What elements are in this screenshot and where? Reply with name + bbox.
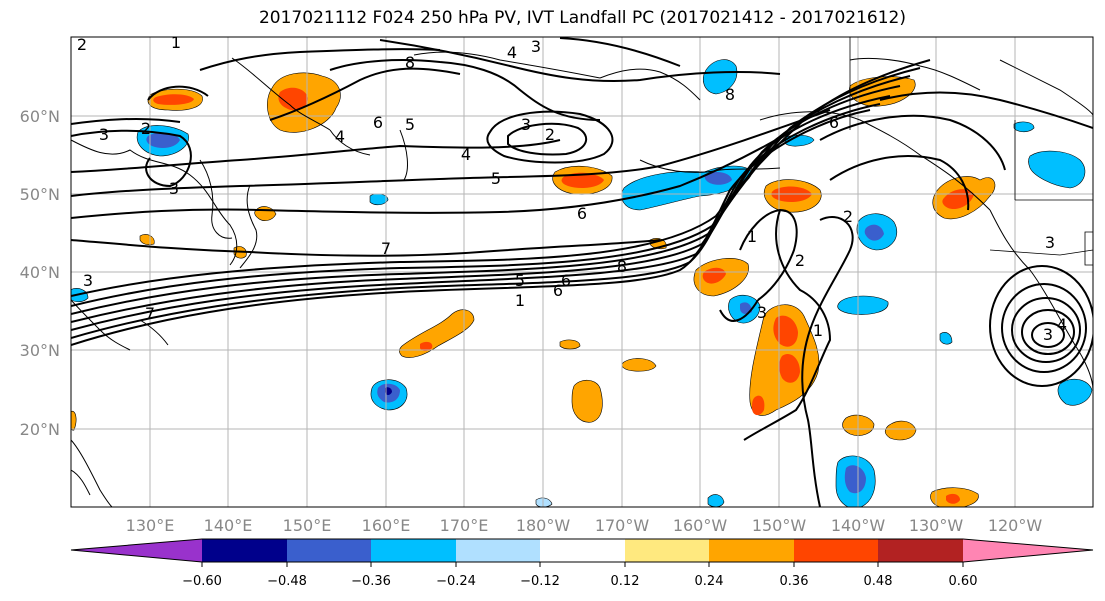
contour-label: 3 xyxy=(1045,233,1055,252)
contour-label: 1 xyxy=(813,321,823,340)
colorbar-extend-min xyxy=(71,539,202,562)
contour-label: 4 xyxy=(1057,315,1067,334)
lon-label: 150°W xyxy=(752,516,807,535)
contour-label: 8 xyxy=(617,257,627,276)
lon-label: 180°W xyxy=(516,516,571,535)
contour-label: 7 xyxy=(381,239,391,258)
colorbar-swatch xyxy=(456,539,540,562)
contour-label: 5 xyxy=(525,15,535,34)
colorbar: −0.60 −0.48 −0.36 −0.24 −0.12 0.12 0.24 … xyxy=(70,538,1094,589)
contour-label: 2 xyxy=(843,207,853,226)
lat-label: 20°N xyxy=(20,420,60,439)
figure-title: 2017021112 F024 250 hPa PV, IVT Landfall… xyxy=(258,8,906,28)
contour-label: 6 xyxy=(577,204,587,223)
colorbar-swatch xyxy=(287,539,371,562)
contour-label: 3 xyxy=(83,271,93,290)
lon-label: 140°W xyxy=(831,516,886,535)
lon-label: 170°E xyxy=(440,516,489,535)
colorbar-swatch xyxy=(202,539,287,562)
colorbar-swatch xyxy=(540,539,625,562)
contour-label: 6 xyxy=(553,281,563,300)
colorbar-tick-label: 0.60 xyxy=(949,574,978,589)
contour-labels: 2 1 3 2 3 3 8 4 3 4 6 5 3 2 4 5 6 7 8 6 … xyxy=(77,15,1067,344)
colorbar-tick-label: −0.12 xyxy=(520,574,560,589)
contour-label: 2 xyxy=(545,125,555,144)
contour-label: 2 xyxy=(141,119,151,138)
lat-label: 30°N xyxy=(20,341,60,360)
coastlines xyxy=(71,51,1093,507)
contour-label: 3 xyxy=(99,125,109,144)
colorbar-tick-label: −0.48 xyxy=(267,574,307,589)
contour-label: 5 xyxy=(515,271,525,290)
lat-label: 60°N xyxy=(20,107,60,126)
lon-label: 160°E xyxy=(362,516,411,535)
colorbar-swatch xyxy=(709,539,794,562)
contour-label: 6 xyxy=(829,113,839,132)
lon-label: 170°W xyxy=(595,516,650,535)
colorbar-tick-label: 0.12 xyxy=(611,574,640,589)
colorbar-swatch xyxy=(794,539,878,562)
colorbar-tick-label: −0.24 xyxy=(436,574,476,589)
contour-label: 7 xyxy=(145,304,155,323)
lat-label: 40°N xyxy=(20,263,60,282)
colorbar-tick-label: 0.48 xyxy=(864,574,893,589)
contour-label: 3 xyxy=(1043,325,1053,344)
contour-label: 3 xyxy=(521,115,531,134)
contour-label: 5 xyxy=(491,169,501,188)
colorbar-tick-label: 0.36 xyxy=(780,574,809,589)
lon-label: 130°E xyxy=(126,516,175,535)
contour-label: 1 xyxy=(747,227,757,246)
contour-label: 1 xyxy=(515,291,525,310)
contour-label: 4 xyxy=(461,145,471,164)
lon-label: 150°E xyxy=(283,516,332,535)
map-frame xyxy=(70,36,1094,508)
contour-label: 3 xyxy=(757,303,767,322)
lon-label: 120°W xyxy=(988,516,1043,535)
contour-label: 1 xyxy=(171,33,181,52)
contour-label: 3 xyxy=(531,37,541,56)
contour-label: 3 xyxy=(169,179,179,198)
contour-label: 8 xyxy=(725,85,735,104)
contour-label: 6 xyxy=(561,271,571,290)
colorbar-tick-label: −0.60 xyxy=(182,574,222,589)
lon-label: 130°W xyxy=(909,516,964,535)
contour-label: 2 xyxy=(77,35,87,54)
pv-contours xyxy=(71,37,1093,507)
colorbar-extend-max xyxy=(963,539,1093,562)
longitude-labels: 130°E 140°E 150°E 160°E 170°E 180°W 170°… xyxy=(126,516,1043,535)
contour-label: 2 xyxy=(795,251,805,270)
shaded-anomalies xyxy=(71,59,1093,507)
contour-label: 4 xyxy=(335,127,345,146)
colorbar-swatch xyxy=(878,539,963,562)
colorbar-tick-label: 0.24 xyxy=(695,574,724,589)
lon-label: 140°E xyxy=(204,516,253,535)
colorbar-tick-label: −0.36 xyxy=(351,574,391,589)
colorbar-tick-labels: −0.60 −0.48 −0.36 −0.24 −0.12 0.12 0.24 … xyxy=(182,574,977,589)
contour-label: 5 xyxy=(405,115,415,134)
contour-label: 8 xyxy=(405,53,415,72)
contour-label: 4 xyxy=(507,43,517,62)
lon-label: 160°W xyxy=(673,516,728,535)
latitude-labels: 60°N 50°N 40°N 30°N 20°N xyxy=(20,107,60,439)
colorbar-ticks xyxy=(201,562,964,567)
contour-label: 6 xyxy=(373,113,383,132)
lat-label: 50°N xyxy=(20,185,60,204)
colorbar-swatch xyxy=(371,539,456,562)
colorbar-swatch xyxy=(625,539,709,562)
